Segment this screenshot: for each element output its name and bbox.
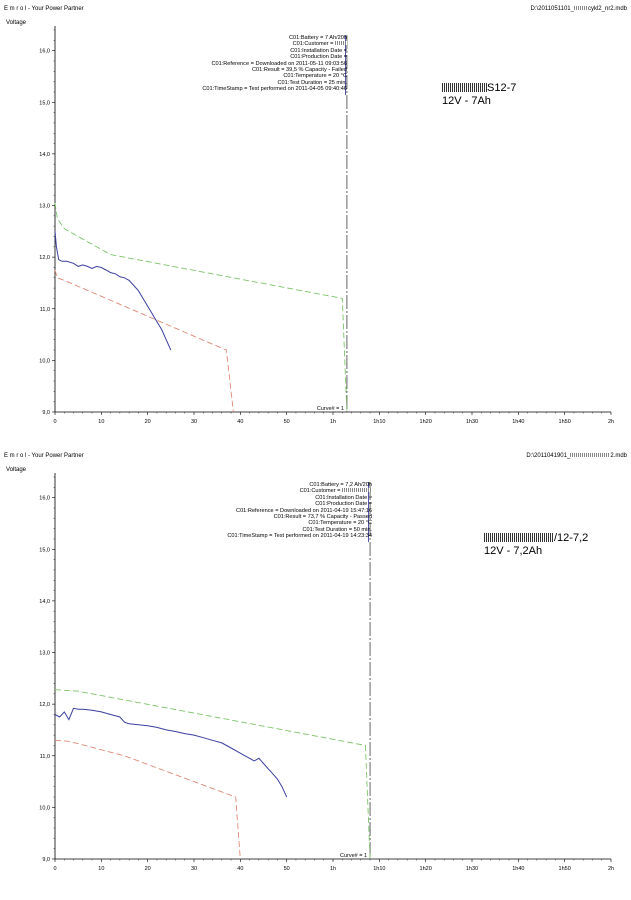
info-line: C01:Production Date = [290, 54, 347, 61]
x-tick-label: 1h30 [466, 419, 478, 425]
header-right-prefix: D:\2011051101_ [530, 6, 574, 12]
info-line: C01:Test Duration = 50 min. [302, 526, 373, 533]
header-left: E m r o l - Your Power Partner [4, 453, 84, 459]
info-line: C01:Result = 39,5 % Capacity - Failed [252, 67, 347, 74]
x-tick-label: 2h [608, 866, 614, 872]
chart-svg-1: 9,0 10,0 11,0 12,0 13,0 14,0 15,0 16,0 0 10 20 30 40… [39, 26, 614, 425]
x-tick-label: 1h50 [559, 419, 571, 425]
header-left: E m r o l - Your Power Partner [4, 6, 84, 12]
info-line: C01:Result = 73,7 % Capacity - Passed [273, 514, 372, 521]
x-tick-label: 10 [98, 866, 104, 872]
info-line: C01:Battery = 7,2 Ah/20h [309, 482, 372, 488]
curve-label: Curve# = 1 [317, 406, 344, 412]
info-line: C01:Customer = [202, 41, 347, 47]
chart-panel-2: E m r o l - Your Power Partner D:\201104… [0, 448, 631, 900]
info-line: C01:Installation Date = [290, 47, 347, 54]
curve-label: Curve# = 1 [340, 853, 367, 859]
x-tick-label: 1h [330, 419, 336, 425]
x-tick-label: 20 [145, 419, 151, 425]
upper-limit-line [54, 202, 348, 413]
y-axis-label: Voltage [6, 467, 27, 473]
redaction-mark [342, 488, 372, 493]
chart-panel-1: E m r o l - Your Power Partner D:\201105… [4, 6, 627, 425]
info-box: C01:Battery = 7 Ah/20h C01:Customer = C01… [202, 35, 347, 93]
handwritten-rating: 12V - 7,2Ah [484, 545, 543, 557]
handwritten-model: S12-7 [487, 82, 517, 94]
y-tick-label: 12,0 [39, 702, 50, 708]
handwritten-note: S12-7 12V - 7Ah [442, 82, 516, 108]
x-tick-label: 2h [608, 419, 614, 425]
scribble-mark [484, 533, 554, 542]
x-tick-label: 40 [237, 866, 243, 872]
info-line: C01:Temperature = 20 °C [283, 73, 347, 80]
x-tick-label: 50 [284, 419, 290, 425]
y-tick-label: 15,0 [39, 100, 50, 106]
y-tick-label: 9,0 [42, 857, 50, 863]
y-tick-label: 11,0 [40, 754, 50, 760]
x-tick-label: 1h30 [466, 866, 478, 872]
y-tick-label: 12,0 [39, 255, 50, 261]
info-box: C01:Battery = 7,2 Ah/20h C01:Customer = C… [227, 482, 372, 540]
y-tick-label: 16,0 [39, 49, 50, 55]
info-line: C01:TimeStamp = Test performed on 2011-0… [202, 86, 347, 93]
y-tick-label: 13,0 [39, 204, 50, 210]
x-tick-label: 1h10 [373, 419, 385, 425]
handwritten-model: /12-7,2 [554, 532, 589, 544]
y-tick-label: 10,0 [39, 805, 50, 811]
info-line: C01:Reference = Downloaded on 2011-04-19… [236, 507, 372, 514]
scribble-mark [442, 83, 487, 92]
y-tick-label: 16,0 [39, 496, 50, 502]
info-line: C01:Temperature = 20 °C [308, 520, 372, 527]
info-line: C01:Customer = [227, 488, 372, 494]
lower-limit-line [54, 739, 241, 860]
chart-svg-2: 9,0 10,0 11,0 12,0 13,0 14,0 15,0 16,0 0 10 20 30 40… [39, 473, 614, 872]
x-tick-label: 1h10 [373, 866, 385, 872]
info-line: C01:Production Date = [315, 501, 372, 508]
x-tick-label: 1h40 [512, 866, 524, 872]
x-tick-label: 20 [145, 866, 151, 872]
handwritten-rating: 12V - 7Ah [442, 95, 491, 107]
voltage-series-line [54, 707, 288, 798]
info-line: C01:Battery = 7 Ah/20h [289, 35, 347, 41]
y-axis-label: Voltage [6, 20, 27, 26]
y-tick-label: 11,0 [40, 307, 50, 313]
x-tick-label: 1h50 [559, 866, 571, 872]
header-right: D:\2011041901_ 2.mdb [526, 453, 627, 459]
x-tick-label: 40 [237, 419, 243, 425]
redaction-mark [570, 453, 611, 457]
y-tick-label: 15,0 [39, 547, 50, 553]
y-tick-label: 9,0 [42, 410, 50, 416]
redaction-mark [573, 6, 588, 10]
y-tick-label: 13,0 [39, 651, 50, 657]
handwritten-note: /12-7,2 12V - 7,2Ah [484, 532, 588, 558]
info-line: C01:Installation Date = [315, 494, 372, 501]
x-tick-label: 30 [191, 419, 197, 425]
lower-limit-line [54, 269, 234, 413]
info-line: C01:TimeStamp = Test performed on 2011-0… [227, 533, 372, 540]
header-right-suffix: 2.mdb [610, 453, 627, 459]
x-tick-label: 50 [284, 866, 290, 872]
voltage-series-line [54, 231, 172, 351]
upper-limit-line [54, 689, 371, 860]
redaction-mark [335, 41, 347, 46]
y-tick-label: 10,0 [39, 358, 50, 364]
header-right: D:\2011051101_ cykl2_nr2.mdb [530, 6, 627, 12]
x-tick-label: 1h20 [420, 419, 432, 425]
header-right-prefix: D:\2011041901_ [526, 453, 571, 459]
x-tick-label: 0 [53, 866, 56, 872]
x-tick-label: 1h [330, 866, 336, 872]
x-tick-label: 1h20 [420, 866, 432, 872]
x-tick-label: 30 [191, 866, 197, 872]
header-right-suffix: cykl2_nr2.mdb [587, 6, 627, 12]
x-tick-label: 0 [53, 419, 56, 425]
x-tick-label: 1h40 [512, 419, 524, 425]
info-line: C01:Reference = Downloaded on 2011-05-11… [211, 60, 347, 67]
info-line: C01:Test Duration = 25 min. [277, 79, 348, 86]
x-tick-label: 10 [98, 419, 104, 425]
y-tick-label: 14,0 [39, 599, 50, 605]
y-tick-label: 14,0 [39, 152, 50, 158]
